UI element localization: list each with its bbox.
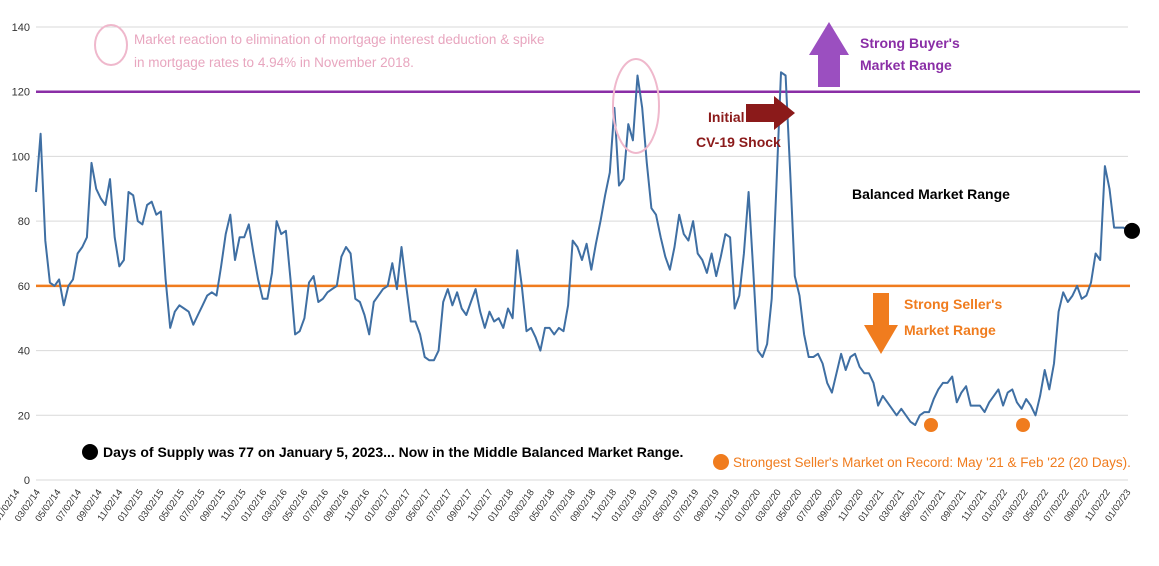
y-tick-label: 100: [12, 151, 30, 163]
x-axis-ticks: 01/02/1403/02/1405/02/1407/02/1409/02/14…: [0, 487, 1133, 524]
y-tick-label: 40: [18, 346, 30, 358]
cv19-right-arrow-icon: [746, 96, 795, 130]
y-tick-label: 0: [24, 475, 30, 487]
cv19-line2: CV-19 Shock: [696, 134, 781, 150]
highlight-point-1: [924, 417, 938, 432]
days-of-supply-line: [35, 71, 1129, 426]
pink-note-marker-icon: [94, 24, 128, 66]
current-note-text: Days of Supply was 77 on January 5, 2023…: [103, 444, 683, 460]
cv19-line1: Initial: [708, 109, 745, 125]
seller-down-arrow-icon: [864, 293, 898, 354]
record-note-bullet-icon: [713, 454, 729, 470]
nov-2018-highlight-circle: [612, 58, 660, 154]
y-axis-ticks: 0 20 40 60 80 100 120 140: [12, 22, 30, 487]
grid-layer: [36, 26, 1128, 481]
buyer-up-arrow-icon: [809, 22, 849, 87]
highlight-point-2: [1016, 417, 1030, 432]
y-tick-label: 80: [18, 216, 30, 228]
seller-range-line2: Market Range: [904, 322, 996, 338]
pink-note-line2: in mortgage rates to 4.94% in November 2…: [134, 55, 414, 70]
y-tick-label: 20: [18, 410, 30, 422]
seller-range-line1: Strong Seller's: [904, 296, 1002, 312]
pink-note-line1: Market reaction to elimination of mortga…: [134, 32, 544, 47]
balanced-range-label: Balanced Market Range: [852, 186, 1010, 202]
y-tick-label: 60: [18, 281, 30, 293]
highlight-point-3: [1124, 222, 1140, 239]
buyer-range-line1: Strong Buyer's: [860, 35, 960, 51]
buyer-range-line2: Market Range: [860, 57, 952, 73]
current-note-bullet-icon: [82, 444, 98, 460]
y-tick-label: 140: [12, 22, 30, 34]
record-note-text: Strongest Seller's Market on Record: May…: [733, 455, 1131, 470]
y-tick-label: 120: [12, 87, 30, 99]
highlight-points: [924, 222, 1140, 432]
